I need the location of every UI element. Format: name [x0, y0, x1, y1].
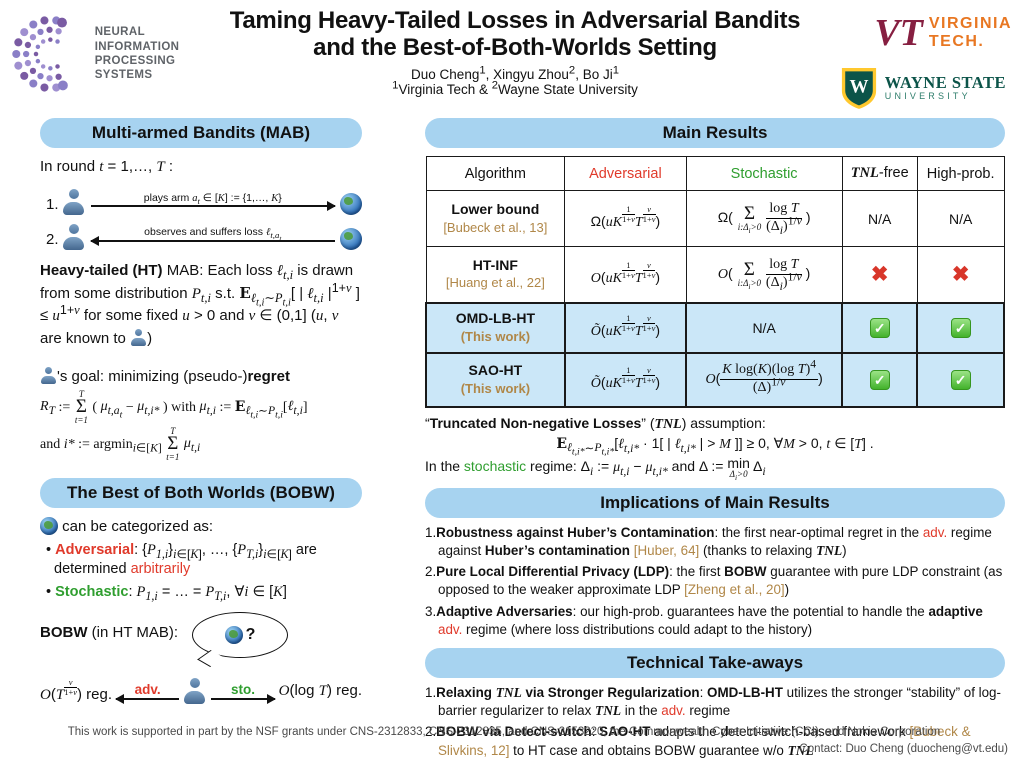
main-results-table: Algorithm Adversarial Stochastic TNL-fre… — [425, 156, 1005, 408]
table-header-row: Algorithm Adversarial Stochastic TNL-fre… — [425, 156, 1005, 191]
check-icon: ✓ — [950, 317, 971, 338]
list-item: 1.Relaxing TNL via Stronger Regularizati… — [425, 684, 1001, 719]
mab-interaction-diagram: 1. plays arm at ∈ [K] := {1,…, K} 2. obs… — [46, 188, 362, 250]
person-icon — [62, 188, 86, 215]
question-mark: ? — [245, 626, 256, 644]
mab-step-2: 2. observes and suffers loss ℓt,at — [46, 223, 362, 250]
speech-bubble: ? — [192, 612, 288, 659]
person-icon — [62, 223, 86, 250]
neurips-text-line1: NEURAL INFORMATION — [94, 26, 180, 53]
person-icon — [130, 329, 147, 346]
col-high-prob: High-prob. — [916, 156, 1005, 191]
section-header-bobw: The Best of Both Worlds (BOBW) — [40, 477, 362, 508]
person-icon — [40, 366, 57, 384]
cross-icon: ✖ — [951, 262, 970, 286]
adv-label: adv. — [134, 682, 161, 698]
observe-loss-label: observes and suffers loss ℓt,at — [144, 225, 282, 243]
sto-regret-bound: O(log T) reg. — [278, 682, 363, 700]
table-row-lower-bound: Lower bound [Bubeck et al., 13] Ω(uK 1 1+v T… — [425, 190, 1005, 247]
mab-step-1: 1. plays arm at ∈ [K] := {1,…, K} — [46, 188, 362, 215]
bobw-diagram-label: BOBW (in HT MAB): — [40, 624, 179, 642]
contact-line: Contact: Duo Cheng (duocheng@vt.edu) — [799, 742, 1008, 755]
section-header-implications: Implications of Main Results — [425, 487, 1005, 518]
section-header-takeaways: Technical Take-aways — [425, 647, 1005, 678]
arrow-left-icon — [115, 694, 180, 705]
affiliations: 1Virginia Tech & 2Wayne State University — [392, 79, 638, 97]
bobw-intro: can be categorized as: — [40, 516, 362, 538]
neurips-text-line2: PROCESSING SYSTEMS — [94, 55, 176, 82]
arrow-right-icon — [211, 694, 276, 705]
takeaways-list: 1.Relaxing TNL via Stronger Regularizati… — [425, 684, 1005, 760]
stochastic-bullet: • Stochastic: P1,i = … = PT,i, ∀i ∈ [K] — [46, 583, 287, 603]
funding-acknowledgment: This work is supported in part by the NS… — [67, 725, 941, 738]
section-header-main-results: Main Results — [425, 118, 1005, 148]
list-item: 2.BOBW via Detect-switch: SAO-HT adapts … — [425, 724, 971, 758]
globe-icon — [40, 516, 58, 535]
neurips-swirl-icon — [12, 16, 68, 92]
globe-icon — [340, 192, 362, 215]
adversarial-bullet: • Adversarial: {P1,i}i∈[K], …, {PT,i}i∈[… — [46, 541, 317, 578]
vt-mark-icon: VT — [874, 12, 923, 54]
section-header-mab: Multi-armed Bandits (MAB) — [40, 118, 362, 148]
check-icon: ✓ — [869, 369, 890, 390]
col-tnl-free: TNL-free — [841, 156, 918, 191]
wayne-state-logo: W WAYNE STATE UNIVERSITY — [840, 66, 1006, 110]
tnl-assumption-formula: Eℓt,i*∼Pt,i*[ℓt,i* · 1[ | ℓt,i* | > M ]]… — [556, 434, 874, 458]
arrow-left-icon — [89, 235, 335, 246]
list-item: 2.Pure Local Differential Privacy (LDP):… — [425, 564, 1003, 598]
col-adversarial: Adversarial — [564, 156, 687, 191]
check-icon: ✓ — [869, 317, 890, 338]
globe-icon — [340, 227, 362, 250]
col-algorithm: Algorithm — [425, 156, 566, 191]
sto-label: sto. — [230, 682, 255, 698]
footer: This work is supported in part by the NS… — [0, 724, 1008, 759]
play-arm-label: plays arm at ∈ [K] := {1,…, K} — [143, 191, 282, 206]
svg-text:W: W — [849, 77, 868, 98]
stochastic-regime-line: In the stochastic regime: Δi := μt,i − μ… — [425, 454, 766, 482]
arrow-right-icon — [90, 200, 337, 211]
col-stochastic: Stochastic — [685, 156, 843, 191]
heavy-tailed-definition: Heavy-tailed (HT) MAB: Each loss ℓt,i is… — [40, 261, 360, 347]
bobw-diagram: BOBW (in HT MAB): ? O(T v 1+v) reg. adv. s… — [40, 612, 362, 712]
check-icon: ✓ — [950, 369, 971, 390]
neurips-logo: NEURAL INFORMATION PROCESSING SYSTEMS — [10, 10, 228, 98]
page-title: Taming Heavy-Tailed Losses in Adversaria… — [229, 7, 801, 61]
person-icon — [183, 678, 207, 705]
authors: Duo Cheng1, Xingyu Zhou2, Bo Ji1 — [411, 64, 619, 82]
adv-regret-bound: O(T v 1+v) reg. — [40, 677, 113, 704]
globe-icon — [224, 626, 243, 645]
goal-line: 's goal: minimizing (pseudo-)regret — [40, 366, 362, 388]
virginia-tech-logo: VT VIRGINIA TECH. — [874, 12, 1012, 54]
implications-list: 1.Robustness against Huber’s Contaminati… — [425, 524, 1005, 639]
wayne-shield-icon: W — [841, 68, 876, 109]
list-item: 3.Adaptive Adversaries: our high-prob. g… — [425, 603, 983, 637]
cross-icon: ✖ — [870, 262, 889, 286]
list-item: 1.Robustness against Huber’s Contaminati… — [425, 524, 992, 558]
tnl-assumption-label: “Truncated Non-negative Losses” (TNL) as… — [425, 414, 766, 432]
mab-round-line: In round t = 1,…, T : — [40, 158, 174, 175]
